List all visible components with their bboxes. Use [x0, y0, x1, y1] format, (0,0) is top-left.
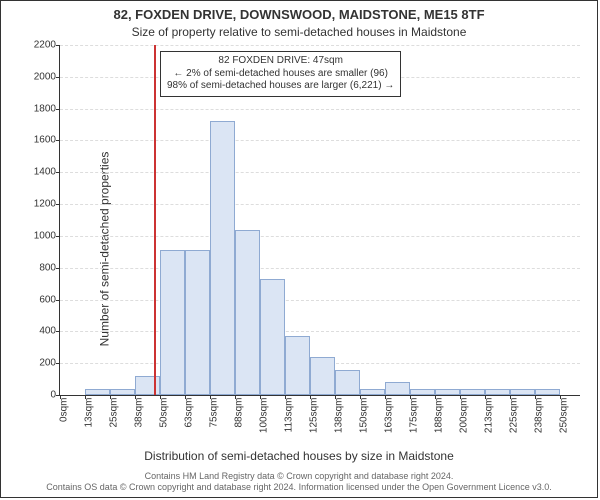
histogram-bar — [510, 389, 535, 395]
ytick-mark — [56, 236, 60, 237]
gridline-h — [60, 172, 580, 173]
histogram-bar — [285, 336, 310, 395]
ytick-mark — [56, 140, 60, 141]
ytick-label: 600 — [18, 294, 56, 305]
ytick-label: 800 — [18, 262, 56, 273]
ytick-label: 200 — [18, 358, 56, 369]
xtick-label: 200sqm — [459, 398, 470, 434]
ytick-mark — [56, 109, 60, 110]
ytick-label: 1000 — [18, 230, 56, 241]
ytick-mark — [56, 331, 60, 332]
xtick-label: 88sqm — [234, 398, 245, 428]
xtick-label: 163sqm — [384, 398, 395, 434]
reference-line — [154, 45, 156, 395]
x-axis-label: Distribution of semi-detached houses by … — [1, 449, 597, 463]
chart-frame: 82, FOXDEN DRIVE, DOWNSWOOD, MAIDSTONE, … — [0, 0, 598, 498]
xtick-label: 13sqm — [84, 398, 95, 428]
histogram-bar — [460, 389, 485, 395]
ytick-label: 0 — [18, 390, 56, 401]
xtick-label: 125sqm — [309, 398, 320, 434]
annotation-box: 82 FOXDEN DRIVE: 47sqm← 2% of semi-detac… — [160, 51, 401, 97]
xtick-label: 25sqm — [109, 398, 120, 428]
xtick-label: 63sqm — [184, 398, 195, 428]
footer-line-1: Contains HM Land Registry data © Crown c… — [1, 471, 597, 482]
histogram-bar — [485, 389, 510, 395]
xtick-label: 213sqm — [484, 398, 495, 434]
histogram-bar — [335, 370, 360, 395]
xtick-label: 175sqm — [409, 398, 420, 434]
histogram-bar — [260, 279, 285, 395]
chart-subtitle: Size of property relative to semi-detach… — [1, 25, 597, 39]
histogram-bar — [135, 376, 160, 395]
histogram-bar — [185, 250, 210, 395]
histogram-bar — [235, 230, 260, 395]
histogram-bar — [535, 389, 560, 395]
histogram-bar — [435, 389, 460, 395]
ytick-label: 1200 — [18, 199, 56, 210]
footer-attribution: Contains HM Land Registry data © Crown c… — [1, 471, 597, 493]
xtick-label: 138sqm — [334, 398, 345, 434]
plot-area: 0200400600800100012001400160018002000220… — [59, 45, 580, 396]
ytick-mark — [56, 172, 60, 173]
gridline-h — [60, 331, 580, 332]
histogram-bar — [360, 389, 385, 395]
gridline-h — [60, 204, 580, 205]
ytick-label: 400 — [18, 326, 56, 337]
xtick-label: 250sqm — [559, 398, 570, 434]
ytick-mark — [56, 300, 60, 301]
gridline-h — [60, 300, 580, 301]
gridline-h — [60, 109, 580, 110]
xtick-label: 188sqm — [434, 398, 445, 434]
xtick-label: 38sqm — [134, 398, 145, 428]
ytick-mark — [56, 363, 60, 364]
annotation-line: 98% of semi-detached houses are larger (… — [167, 80, 394, 93]
xtick-label: 150sqm — [359, 398, 370, 434]
chart-title: 82, FOXDEN DRIVE, DOWNSWOOD, MAIDSTONE, … — [1, 7, 597, 22]
ytick-mark — [56, 45, 60, 46]
xtick-label: 75sqm — [209, 398, 220, 428]
ytick-label: 1400 — [18, 167, 56, 178]
footer-line-2: Contains OS data © Crown copyright and d… — [1, 482, 597, 493]
xtick-label: 238sqm — [534, 398, 545, 434]
histogram-bar — [160, 250, 185, 395]
ytick-label: 1600 — [18, 135, 56, 146]
xtick-label: 225sqm — [509, 398, 520, 434]
ytick-mark — [56, 268, 60, 269]
xtick-label: 100sqm — [259, 398, 270, 434]
ytick-mark — [56, 204, 60, 205]
ytick-label: 1800 — [18, 103, 56, 114]
xtick-label: 50sqm — [159, 398, 170, 428]
annotation-line: 82 FOXDEN DRIVE: 47sqm — [167, 55, 394, 68]
xtick-label: 0sqm — [59, 398, 70, 422]
gridline-h — [60, 140, 580, 141]
histogram-bar — [410, 389, 435, 395]
xtick-label: 113sqm — [284, 398, 295, 433]
histogram-bar — [210, 121, 235, 395]
ytick-label: 2000 — [18, 71, 56, 82]
ytick-mark — [56, 77, 60, 78]
gridline-h — [60, 236, 580, 237]
annotation-line: ← 2% of semi-detached houses are smaller… — [167, 68, 394, 81]
gridline-h — [60, 268, 580, 269]
histogram-bar — [310, 357, 335, 395]
gridline-h — [60, 45, 580, 46]
histogram-bar — [110, 389, 135, 395]
ytick-label: 2200 — [18, 40, 56, 51]
histogram-bar — [385, 382, 410, 395]
histogram-bar — [85, 389, 110, 395]
